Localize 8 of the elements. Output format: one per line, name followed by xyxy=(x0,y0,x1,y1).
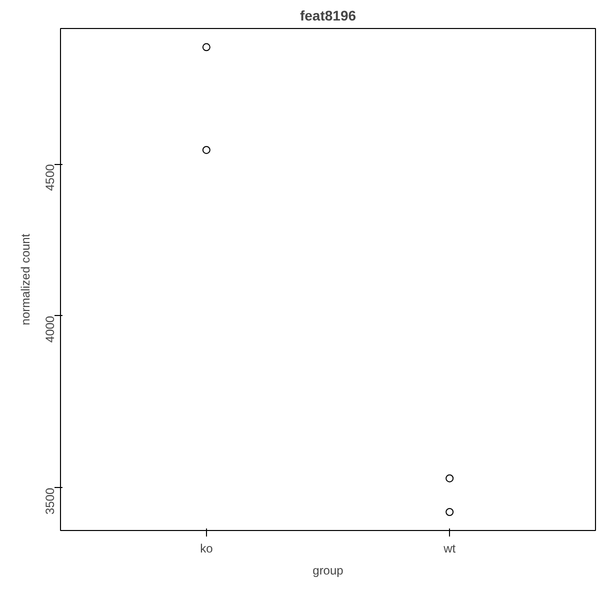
x-tick-label: ko xyxy=(200,542,214,556)
x-tick-label: wt xyxy=(442,542,456,556)
y-axis-title: normalized count xyxy=(18,233,32,326)
y-tick-label: 3500 xyxy=(43,488,57,515)
y-tick-label: 4000 xyxy=(43,316,57,343)
y-tick-label: 4500 xyxy=(43,164,57,191)
x-axis-title: group xyxy=(312,564,344,578)
chart-title: feat8196 xyxy=(300,8,356,24)
